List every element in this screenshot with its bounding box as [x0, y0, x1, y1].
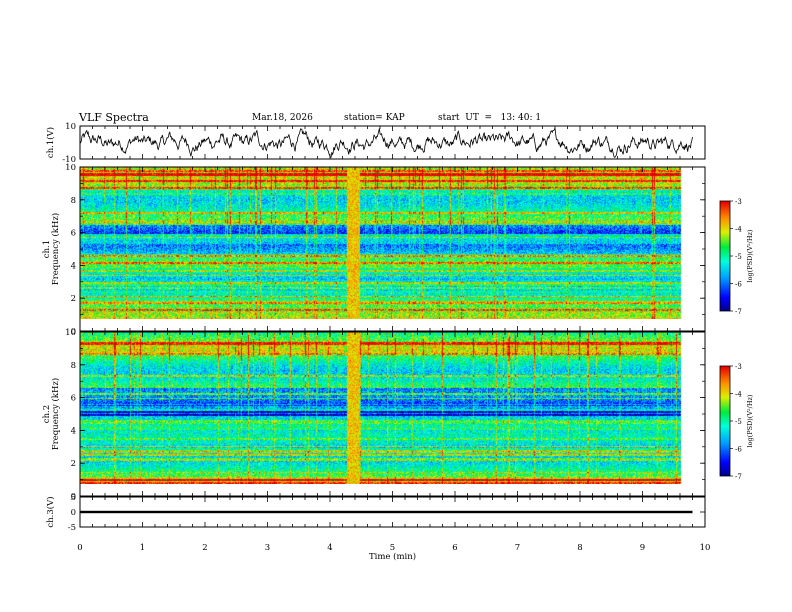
y-axis-label: ch.2 — [42, 405, 52, 423]
y-tick-label: 4 — [71, 426, 76, 436]
colorbar-tick-label: -7 — [735, 473, 742, 481]
x-tick-label: 9 — [640, 543, 645, 553]
x-tick-label: 0 — [77, 543, 82, 553]
colorbar-tick-label: -5 — [735, 418, 742, 426]
colorbar-label: log(PSD)(V²/Hz) — [746, 229, 754, 282]
x-tick-label: 8 — [577, 543, 582, 553]
ch1-colorbar-image — [720, 201, 730, 311]
ch2-spectrogram-image — [80, 332, 693, 484]
y-axis-label: Frequency (kHz) — [50, 378, 61, 450]
x-tick-label: 2 — [202, 543, 207, 553]
x-axis-label: Time (min) — [369, 551, 416, 562]
y-axis-label: ch.1 — [42, 240, 52, 258]
y-axis-label: Frequency (kHz) — [50, 213, 61, 285]
y-tick-label: 8 — [71, 196, 76, 206]
y-tick-label: 0 — [71, 508, 76, 518]
y-tick-label: -5 — [68, 523, 76, 533]
panel-frame-ch2-spectrogram — [79, 331, 706, 497]
colorbar-tick-label: -3 — [735, 198, 742, 206]
x-tick-label: 10 — [700, 543, 711, 553]
y-tick-label: 5 — [71, 493, 76, 503]
ch2-colorbar-image — [720, 366, 730, 476]
ch1-waveform-line — [79, 127, 693, 158]
colorbar-tick-label: -5 — [735, 253, 742, 261]
colorbar-tick-label: -4 — [735, 391, 742, 399]
y-tick-label: 10 — [65, 163, 76, 173]
colorbar-tick-label: -4 — [735, 226, 742, 234]
station-label: station= KAP — [344, 113, 405, 123]
y-tick-label: 2 — [71, 294, 76, 304]
y-tick-label: 6 — [71, 394, 76, 404]
y-tick-label: 10 — [65, 122, 76, 132]
y-tick-label: 0 — [71, 327, 76, 337]
colorbar-frame — [719, 365, 731, 477]
y-tick-label: 4 — [71, 261, 76, 271]
colorbar-tick-label: -6 — [735, 281, 742, 289]
date-label: Mar.18, 2026 — [252, 113, 313, 123]
y-tick-label: 0 — [71, 492, 76, 502]
y-axis-label: ch.3(V) — [45, 496, 56, 527]
x-tick-label: 7 — [515, 543, 520, 553]
colorbar-tick-label: -6 — [735, 446, 742, 454]
y-tick-label: 8 — [71, 361, 76, 371]
x-tick-label: 6 — [452, 543, 457, 553]
ch3-signal-line — [80, 510, 693, 514]
x-tick-label: 5 — [390, 543, 395, 553]
colorbar-tick-label: -7 — [735, 308, 742, 316]
panel-frame-ch1-spectrogram — [79, 166, 706, 332]
y-axis-label: ch.1(V) — [45, 127, 56, 158]
colorbar-frame — [719, 200, 731, 312]
y-tick-label: 10 — [65, 328, 76, 338]
y-tick-label: 2 — [71, 459, 76, 469]
y-tick-label: -10 — [62, 155, 76, 165]
y-tick-label: 6 — [71, 229, 76, 239]
x-tick-label: 1 — [140, 543, 145, 553]
x-tick-label: 4 — [327, 543, 332, 553]
start-ut-label: start UT = 13: 40: 1 — [438, 113, 542, 123]
chart-title: VLF Spectra — [79, 111, 149, 124]
x-tick-label: 3 — [265, 543, 270, 553]
ch1-spectrogram-image — [80, 167, 693, 319]
colorbar-label: log(PSD)(V²/Hz) — [746, 394, 754, 447]
colorbar-tick-label: -3 — [735, 363, 742, 371]
